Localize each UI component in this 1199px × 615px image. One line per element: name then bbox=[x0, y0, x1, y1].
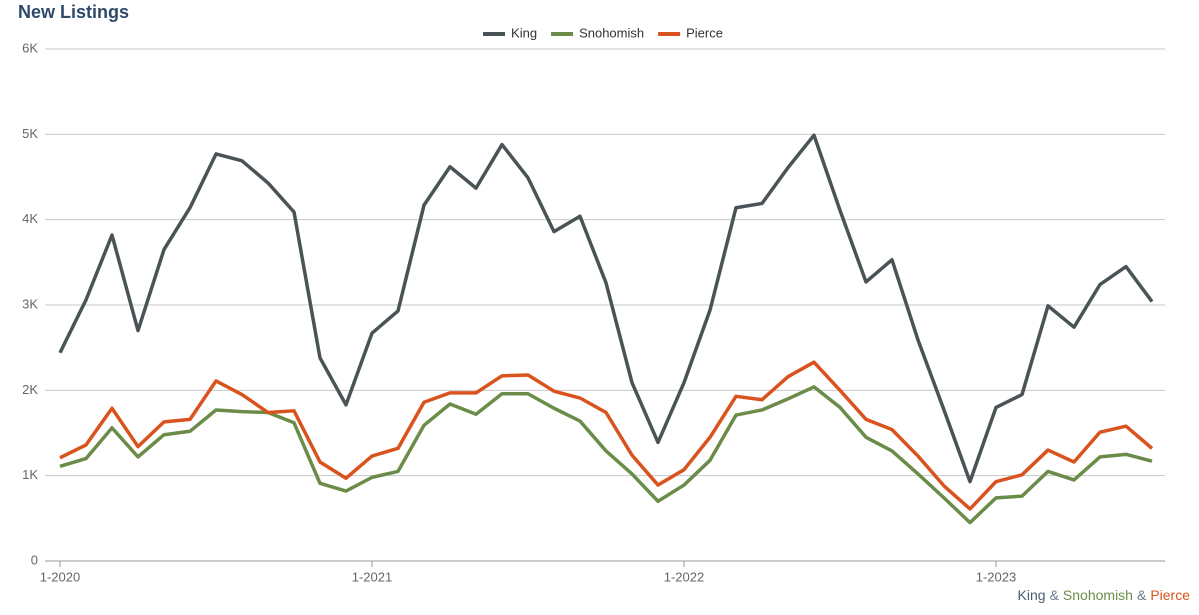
line-series bbox=[59, 385, 1153, 525]
footer-part: & bbox=[1137, 587, 1147, 603]
footer-part: Pierce bbox=[1150, 587, 1190, 603]
footer: King & Snohomish & Pierce bbox=[1018, 587, 1191, 603]
y-tick-label: 2K bbox=[22, 382, 38, 397]
chart-title: New Listings bbox=[18, 2, 129, 22]
legend-label: King bbox=[511, 25, 537, 40]
legend-label: Pierce bbox=[686, 25, 723, 40]
footer-part: & bbox=[1050, 587, 1060, 603]
y-tick-label: 0 bbox=[31, 552, 38, 567]
y-tick-label: 4K bbox=[22, 211, 38, 226]
y-tick-label: 5K bbox=[22, 126, 38, 141]
y-tick-label: 6K bbox=[22, 40, 38, 55]
footer-part: Snohomish bbox=[1063, 587, 1133, 603]
y-tick-label: 3K bbox=[22, 296, 38, 311]
y-tick-label: 1K bbox=[22, 467, 38, 482]
x-tick-label: 1-2023 bbox=[976, 569, 1016, 584]
legend-item: Snohomish bbox=[551, 25, 644, 40]
line-series bbox=[58, 133, 1154, 484]
x-tick-label: 1-2020 bbox=[40, 569, 80, 584]
footer-part: King bbox=[1018, 587, 1046, 603]
legend-item: Pierce bbox=[658, 25, 723, 40]
legend-label: Snohomish bbox=[579, 25, 644, 40]
legend-item: King bbox=[483, 25, 537, 40]
x-tick-label: 1-2021 bbox=[352, 569, 392, 584]
line-series bbox=[59, 360, 1154, 511]
legend: King Snohomish Pierce bbox=[483, 25, 723, 40]
x-tick-label: 1-2022 bbox=[664, 569, 704, 584]
